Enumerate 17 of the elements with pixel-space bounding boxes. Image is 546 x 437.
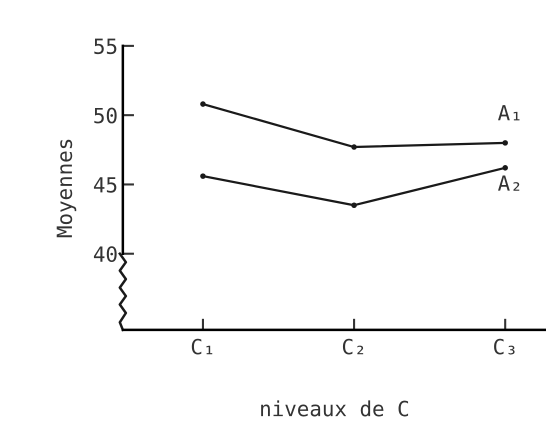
x-tick-label: C₃	[494, 338, 515, 355]
series-label: A₂	[498, 175, 520, 191]
series-label: A₁	[498, 105, 520, 120]
point	[200, 101, 206, 107]
point	[502, 140, 508, 146]
y-tick-label: 40	[94, 246, 117, 262]
y-tick-label: 55	[94, 38, 116, 54]
point	[200, 173, 206, 179]
x-tick-label: C₂	[342, 338, 364, 355]
point	[351, 144, 357, 150]
y-axis-title: Moyennes	[56, 140, 76, 238]
point	[502, 165, 508, 171]
x-tick-label: C₁	[192, 338, 212, 355]
y-tick-label: 50	[94, 108, 117, 124]
point	[351, 202, 357, 208]
y-tick-label: 45	[94, 177, 116, 193]
x-axis-title: niveaux de C	[261, 400, 408, 416]
